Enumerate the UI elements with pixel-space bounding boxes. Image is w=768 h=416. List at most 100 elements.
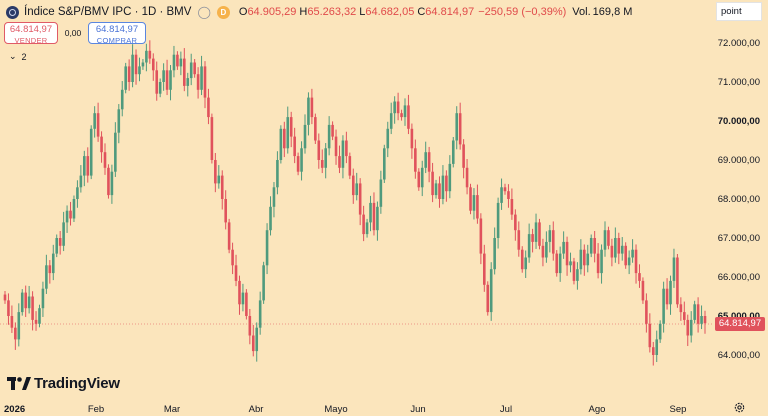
candle-body — [120, 89, 124, 110]
price-tick: 71.000,00 — [717, 77, 760, 88]
candle-body — [245, 292, 248, 316]
candle-body — [551, 230, 555, 254]
candle-body — [303, 124, 307, 149]
candle-body — [496, 202, 500, 238]
candle-body — [500, 187, 503, 203]
candle-body — [238, 280, 241, 305]
volume-label: Vol. — [572, 6, 591, 18]
candle-body — [603, 230, 607, 250]
candle-body — [296, 156, 300, 172]
time-tick: Sep — [669, 404, 687, 415]
candle-body — [389, 113, 393, 129]
sell-button[interactable]: 64.814,97 VENDER — [4, 22, 58, 45]
symbol-title[interactable]: Índice S&P/BMV IPC · 1D · BMV — [24, 6, 192, 18]
candle-body — [193, 62, 196, 75]
candle-body — [45, 265, 48, 289]
candle-body — [234, 265, 238, 281]
candle-body — [700, 316, 703, 324]
candle-body — [89, 128, 93, 176]
candle-body — [334, 136, 338, 157]
candle-body — [483, 253, 486, 285]
candle-body — [241, 292, 245, 305]
candle-body — [345, 140, 348, 157]
candle-body — [272, 187, 276, 207]
candle-body — [220, 175, 224, 199]
candle-body — [183, 58, 186, 86]
candle-body — [155, 70, 159, 94]
candle-body — [20, 292, 24, 313]
candle-body — [162, 70, 165, 82]
candle-body — [614, 238, 617, 258]
price-tick: 66.000,00 — [717, 272, 760, 283]
time-tick: Mayo — [324, 404, 348, 415]
candle-body — [172, 54, 176, 71]
candle-body — [400, 113, 403, 118]
price-tick: 69.000,00 — [717, 155, 760, 166]
candle-body — [338, 156, 341, 168]
price-tick: 68.000,00 — [717, 194, 760, 205]
candle-body — [476, 195, 479, 219]
sell-price: 64.814,97 — [9, 24, 53, 35]
candle-body — [186, 78, 190, 86]
candle-body — [514, 214, 517, 231]
candle-body — [641, 280, 645, 301]
price-tick: 70.000,00 — [717, 116, 760, 127]
candle-body — [176, 54, 179, 67]
candle-body — [441, 175, 445, 199]
candle-body — [672, 257, 676, 281]
candle-body — [386, 128, 390, 149]
candle-body — [293, 136, 296, 157]
indicators-toggle[interactable]: ⌄ 2 — [9, 51, 27, 62]
candle-body — [251, 335, 255, 352]
data-badge: D — [216, 5, 230, 19]
candle-body — [669, 280, 672, 305]
crosshair-mode-button[interactable]: point — [716, 2, 762, 21]
candle-body — [531, 234, 534, 242]
candle-body — [665, 288, 669, 305]
time-tick: Feb — [87, 404, 105, 415]
candle-body — [200, 66, 203, 90]
candle-body — [445, 175, 448, 192]
candle-body — [469, 187, 472, 211]
candle-body — [393, 101, 396, 114]
last-price-tag: 64.814,97 — [715, 317, 765, 331]
candle-body — [317, 140, 321, 160]
candle-body — [307, 97, 310, 125]
candle-body — [141, 62, 145, 67]
candle-body — [548, 230, 552, 242]
candle-body — [276, 160, 279, 188]
candle-body — [369, 202, 372, 223]
eye-icon[interactable]: ◯ — [197, 5, 211, 19]
low-value: 64.682,05 — [365, 6, 415, 18]
candle-body — [538, 222, 541, 246]
candle-body — [127, 66, 131, 82]
candle-body — [465, 167, 469, 188]
candle-body — [534, 222, 538, 242]
candle-body — [396, 101, 400, 114]
buy-button[interactable]: 64.814,97 COMPRAR — [88, 22, 146, 45]
candles-layer — [3, 40, 707, 366]
time-tick: 2026 — [4, 404, 26, 415]
candle-body — [10, 316, 14, 328]
candle-body — [562, 241, 565, 254]
candle-body — [586, 253, 590, 266]
candle-body — [472, 195, 476, 211]
candle-body — [583, 249, 586, 266]
candle-body — [320, 160, 324, 168]
candle-body — [51, 253, 55, 274]
candle-body — [510, 199, 514, 215]
tradingview-logo[interactable]: TradingView — [7, 375, 120, 392]
candle-body — [638, 273, 641, 281]
candle-body — [517, 230, 521, 250]
candle-body — [624, 245, 627, 266]
candle-body — [631, 249, 634, 258]
candle-body — [76, 187, 79, 199]
price-tick: 65.000,00 — [718, 311, 760, 322]
candle-body — [362, 214, 365, 235]
gear-icon[interactable] — [733, 401, 746, 414]
symbol-icon[interactable] — [6, 5, 19, 19]
sell-label: VENDER — [14, 36, 48, 45]
candle-body — [431, 171, 434, 196]
low-label: L — [359, 6, 366, 18]
